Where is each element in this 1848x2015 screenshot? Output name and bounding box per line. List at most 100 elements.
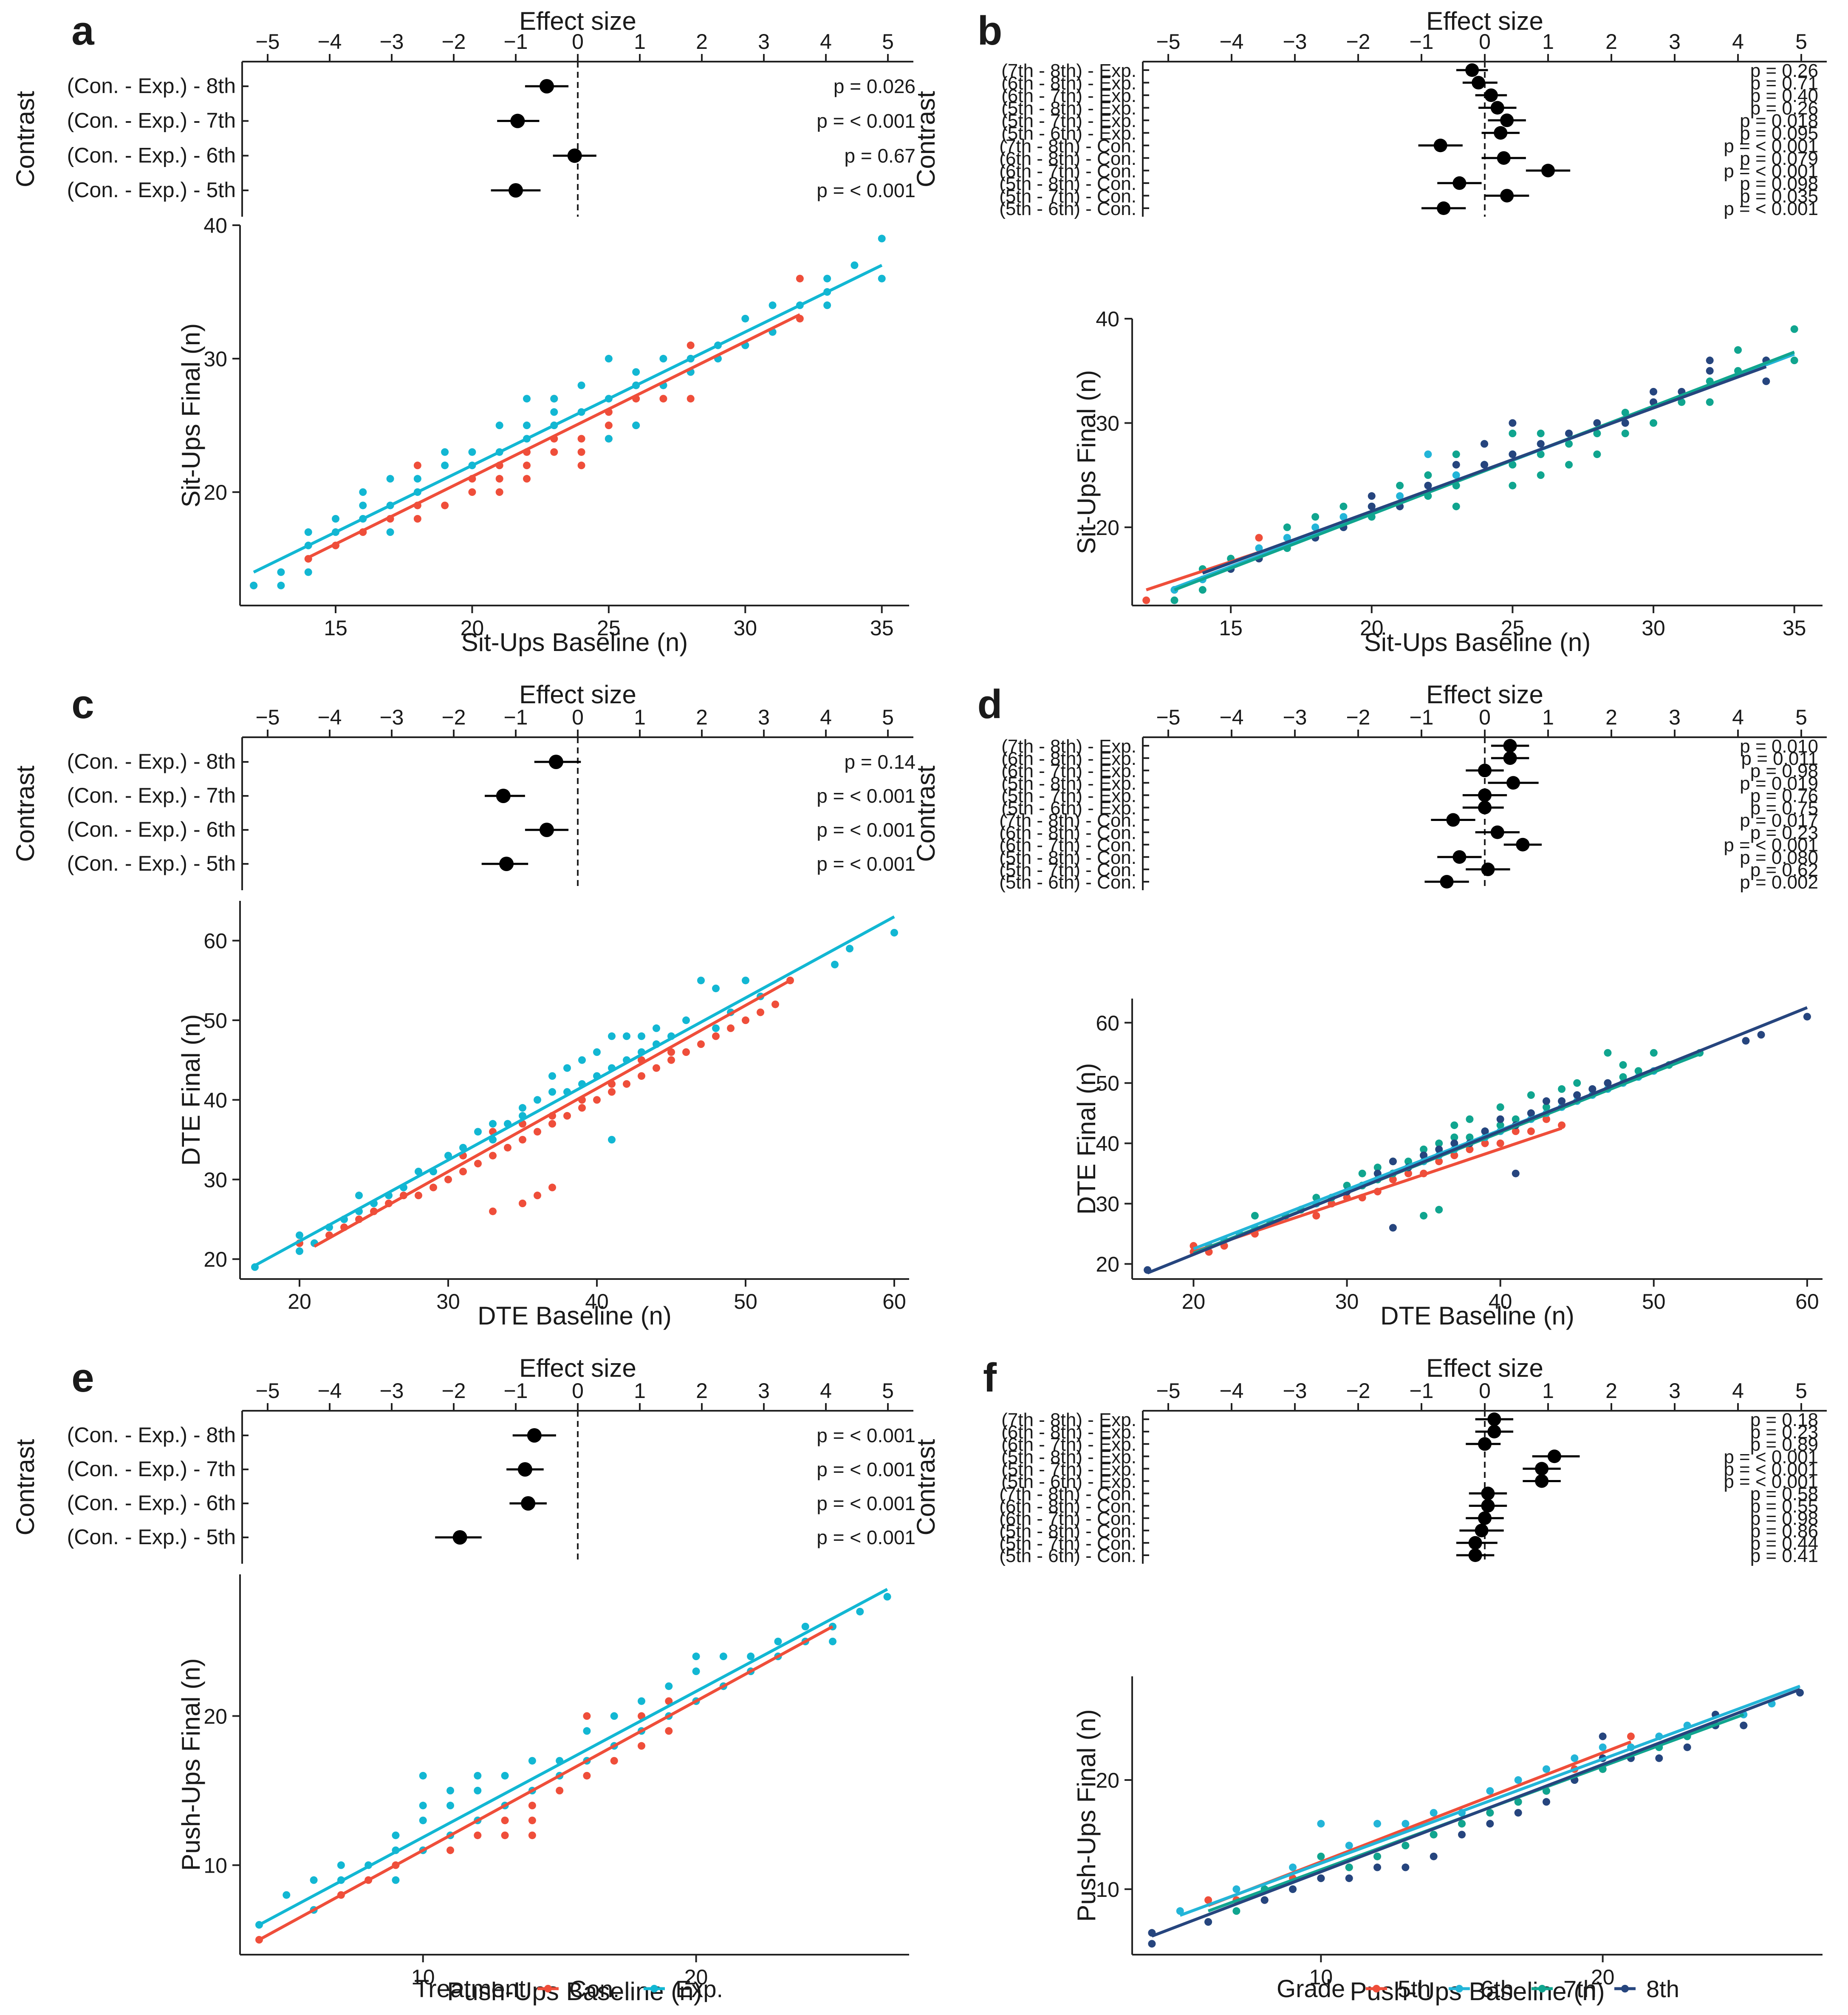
contrast-label: (6th - 8th) - Exp. [1001, 73, 1136, 94]
forest-x-tick-label: −5 [255, 30, 280, 54]
data-point-g7 [1373, 1852, 1382, 1860]
data-point-g7 [1650, 419, 1658, 427]
data-point-con [682, 1048, 690, 1056]
forest-x-title: Effect size [519, 680, 636, 709]
scatter-y-title: DTE Final (n) [177, 1014, 205, 1166]
data-point-g5 [1527, 1127, 1535, 1135]
data-point-exp [548, 1088, 556, 1096]
forest-row: (6th - 8th) - Exp. p = 0.23 [1001, 1422, 1818, 1443]
contrast-label: (6th - 8th) - Exp. [1001, 1422, 1136, 1443]
p-value: p = < 0.001 [817, 1424, 916, 1446]
data-point-exp [474, 1786, 482, 1794]
effect-estimate-point [1468, 1548, 1482, 1562]
forest-x-tick-label: 4 [1732, 1379, 1744, 1403]
scatter-x-tick-label: 40 [1489, 1290, 1512, 1313]
scatter-y-tick-label: 30 [1096, 1192, 1119, 1216]
data-point-exp [359, 501, 367, 509]
forest-row: (5th - 7th) - Exp. p = 0.018 [1001, 110, 1818, 131]
scatter-x-tick-label: 20 [1360, 616, 1384, 640]
data-point-g7 [1573, 1079, 1581, 1087]
legend-label: 8th [1646, 1975, 1679, 2002]
data-point-g8 [1558, 1097, 1566, 1105]
contrast-label: (5th - 6th) - Con. [999, 1545, 1136, 1566]
data-point-g7 [1514, 1798, 1522, 1806]
data-point-g6 [1514, 1776, 1522, 1784]
forest-x-tick-label: 2 [1605, 705, 1617, 729]
scatter-y-tick-label: 40 [203, 1088, 227, 1112]
contrast-label: (6th - 8th) - Con. [999, 148, 1136, 169]
data-point-exp [468, 448, 476, 456]
panel-letter: d [978, 682, 1003, 727]
data-point-exp [550, 408, 558, 416]
data-point-g8 [1683, 1743, 1691, 1751]
data-point-g7 [1311, 513, 1320, 521]
forest-row: (6th - 7th) - Exp. p = 0.89 [1001, 1434, 1818, 1455]
data-point-con [593, 1096, 601, 1104]
p-value: p = 0.026 [834, 75, 916, 97]
forest-plot: Effect size −5 −4 −3 −2 −1 0 1 2 3 4 5 Contrast (Con.… [11, 1354, 916, 1564]
data-point-g8 [1803, 1013, 1811, 1021]
data-point-con [528, 1817, 536, 1825]
p-value: p = 0.23 [1750, 823, 1818, 843]
p-value: p = 0.18 [1750, 1409, 1818, 1430]
data-point-g8 [1740, 1721, 1748, 1729]
data-point-g8 [1481, 440, 1489, 448]
forest-x-tick-label: 3 [1669, 30, 1681, 54]
forest-x-tick-label: 2 [696, 1379, 708, 1403]
data-point-exp [741, 314, 749, 323]
forest-x-tick-label: 0 [1479, 1379, 1491, 1403]
data-point-g5 [1543, 1115, 1550, 1123]
scatter-y-title: Sit-Ups Final (n) [177, 323, 205, 507]
forest-row: (7th - 8th) - Exp. p = 0.26 [1001, 60, 1818, 81]
data-point-con [578, 1104, 586, 1112]
forest-y-title: Contrast [11, 1439, 40, 1535]
contrast-label: (6th - 7th) - Con. [999, 835, 1136, 856]
regression-line-g6 [1179, 1684, 1801, 1917]
forest-plot: Effect size −5 −4 −3 −2 −1 0 1 2 3 4 5 Contrast (7th … [912, 680, 1827, 893]
forest-x-tick-label: −3 [1283, 705, 1307, 729]
panel-letter: a [71, 8, 94, 54]
data-point-g6 [1571, 1754, 1579, 1762]
data-point-g6 [1283, 534, 1291, 542]
effect-estimate-point [521, 1496, 536, 1511]
regression-line-g8 [1147, 1006, 1808, 1275]
scatter-y-tick-label: 40 [1096, 307, 1119, 331]
data-point-con [697, 1040, 705, 1048]
contrast-label: (Con. - Exp.) - 8th [67, 750, 236, 773]
effect-estimate-point [1478, 1437, 1492, 1451]
data-point-g7 [1604, 1049, 1612, 1057]
forest-x-tick-label: −1 [1409, 1379, 1433, 1403]
forest-row: (5th - 8th) - Con. p = 0.080 [999, 847, 1818, 868]
data-point-exp [489, 1120, 497, 1128]
data-point-exp [883, 1593, 891, 1601]
contrast-label: (5th - 7th) - Con. [999, 860, 1136, 880]
contrast-label: (6th - 7th) - Exp. [1001, 761, 1136, 781]
effect-estimate-point [1506, 776, 1520, 790]
data-point-exp [583, 1727, 591, 1735]
effect-estimate-point [1478, 788, 1492, 802]
data-point-con [501, 1817, 509, 1825]
forest-row: (6th - 7th) - Con. p = < 0.001 [999, 161, 1818, 181]
data-point-con [757, 1008, 764, 1016]
forest-x-tick-label: 3 [758, 1379, 770, 1403]
effect-estimate-point [1478, 801, 1492, 815]
scatter-x-tick-label: 20 [684, 1965, 708, 1989]
data-point-exp [523, 422, 531, 430]
data-point-g5 [1627, 1732, 1635, 1740]
panel-c: c Effect size −5 −4 −3 −2 −1 0 1 2 3 4 5 Contrast (Con… [11, 680, 916, 1330]
data-point-g8 [1373, 1863, 1382, 1871]
p-value: p = 0.002 [1740, 872, 1818, 893]
data-point-con [638, 1742, 645, 1750]
data-point-g7 [1402, 1842, 1410, 1850]
p-value: p = < 0.001 [817, 819, 916, 841]
data-point-g7 [1509, 481, 1517, 490]
data-point-con [687, 395, 695, 403]
forest-x-tick-label: 2 [1605, 30, 1617, 54]
forest-row: (Con. - Exp.) - 8th p = 0.14 [67, 750, 916, 773]
legend-label: 5th [1398, 1975, 1431, 2002]
data-point-g8 [1148, 1940, 1156, 1948]
p-value: p = 0.019 [1740, 773, 1818, 794]
data-point-con [495, 475, 503, 483]
scatter-x-title: DTE Baseline (n) [478, 1302, 672, 1330]
regression-line-exp [254, 915, 895, 1267]
